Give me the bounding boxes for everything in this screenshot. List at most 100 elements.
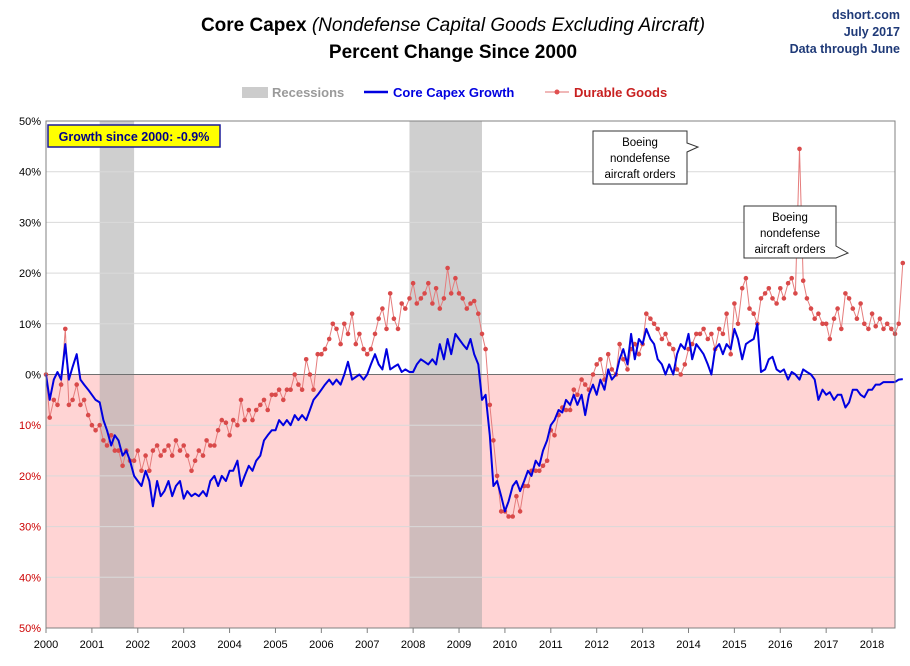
durable-goods-point xyxy=(663,331,668,337)
durable-goods-point xyxy=(135,448,141,453)
durable-goods-point xyxy=(674,367,680,372)
durable-goods-point xyxy=(701,326,706,332)
durable-goods-point xyxy=(567,407,573,413)
legend-durable-goods-label: Durable Goods xyxy=(574,85,667,100)
durable-goods-point xyxy=(342,321,347,327)
durable-goods-point xyxy=(873,324,878,329)
durable-goods-point xyxy=(793,291,798,296)
durable-goods-point xyxy=(116,448,121,453)
x-tick-label: 2018 xyxy=(860,639,884,651)
durable-goods-point xyxy=(778,286,783,291)
durable-goods-point xyxy=(671,346,676,352)
durable-goods-point xyxy=(785,280,791,286)
durable-goods-point xyxy=(162,448,167,453)
durable-goods-point xyxy=(441,296,447,301)
y-tick-label: 50% xyxy=(19,623,41,635)
legend-core-capex-label: Core Capex Growth xyxy=(393,85,514,100)
y-tick-label: 30% xyxy=(19,522,41,534)
legend-recessions-label: Recessions xyxy=(272,85,344,100)
durable-goods-point xyxy=(456,291,462,296)
durable-goods-point xyxy=(399,301,405,306)
durable-goods-point xyxy=(112,448,118,453)
growth-highlight-box: Growth since 2000: -0.9% xyxy=(47,124,221,148)
durable-goods-point xyxy=(823,321,829,327)
source-site: dshort.com xyxy=(832,8,900,22)
durable-goods-point xyxy=(131,458,137,464)
durable-goods-point xyxy=(345,331,351,337)
durable-goods-point xyxy=(212,443,217,448)
durable-goods-point xyxy=(514,493,519,499)
durable-goods-point xyxy=(391,316,397,322)
durable-goods-point xyxy=(694,331,699,337)
durable-goods-point xyxy=(705,336,711,342)
source-date: July 2017 xyxy=(844,25,900,39)
durable-goods-point xyxy=(544,458,550,464)
durable-goods-point xyxy=(189,468,194,474)
core-capex-line xyxy=(45,322,903,513)
durable-goods-point xyxy=(89,422,95,428)
durable-goods-point xyxy=(575,392,580,398)
durable-goods-point xyxy=(476,311,481,317)
durable-goods-point xyxy=(261,397,267,403)
durable-goods-point xyxy=(85,412,91,418)
durable-goods-point xyxy=(732,301,737,306)
durable-goods-point xyxy=(651,321,657,327)
durable-goods-point xyxy=(881,326,886,332)
durable-goods-point xyxy=(552,433,557,438)
series-layer xyxy=(43,146,906,519)
durable-goods-point xyxy=(820,321,825,327)
durable-goods-point xyxy=(330,321,336,327)
durable-goods-point xyxy=(380,306,385,311)
durable-goods-point xyxy=(869,311,875,317)
durable-goods-point xyxy=(678,372,683,377)
x-tick-label: 2015 xyxy=(722,639,746,651)
durable-goods-point xyxy=(743,275,749,281)
durable-goods-point xyxy=(697,331,703,337)
durable-goods-point xyxy=(276,387,282,393)
durable-goods-point xyxy=(517,509,523,514)
durable-goods-point xyxy=(120,463,125,469)
chart-title: Core Capex (Nondefense Capital Goods Exc… xyxy=(201,15,705,36)
durable-goods-point xyxy=(866,326,871,332)
durable-goods-point xyxy=(889,326,894,332)
durable-goods-point xyxy=(625,367,630,372)
x-tick-label: 2013 xyxy=(630,639,654,651)
x-tick-label: 2011 xyxy=(539,639,563,651)
durable-goods-point xyxy=(368,346,374,352)
durable-goods-point xyxy=(104,443,110,448)
durable-goods-point xyxy=(533,468,538,474)
annotation-boeing-2017: Boeing nondefense aircraft orders xyxy=(743,205,850,259)
durable-goods-point xyxy=(269,392,275,398)
axes: 50% 40% 30% 20% 10% 0% 10% 20% 30% 40% 50% 2000 2001… xyxy=(19,116,896,651)
durable-goods-point xyxy=(510,514,515,519)
y-tick-label: 40% xyxy=(19,572,41,584)
x-tick-label: 2001 xyxy=(80,639,104,651)
growth-highlight-label: Growth since 2000: -0.9% xyxy=(59,130,210,144)
durable-goods-point xyxy=(453,275,458,281)
durable-goods-point xyxy=(426,280,431,286)
annotation-line: aircraft orders xyxy=(755,244,826,256)
durable-goods-point xyxy=(334,326,339,332)
durable-goods-point xyxy=(55,402,60,408)
durable-goods-point xyxy=(471,298,477,304)
durable-goods-point xyxy=(51,397,57,403)
durable-goods-point xyxy=(605,351,611,357)
durable-goods-point xyxy=(621,357,626,362)
durable-goods-point xyxy=(281,397,286,403)
durable-goods-point xyxy=(854,316,860,322)
y-tick-label: 40% xyxy=(19,167,41,179)
durable-goods-point xyxy=(376,316,382,322)
durable-goods-point xyxy=(58,382,64,387)
durable-goods-point xyxy=(487,402,493,408)
durable-goods-point xyxy=(770,296,775,301)
durable-goods-point xyxy=(479,331,485,337)
durable-goods-point xyxy=(804,296,810,301)
durable-goods-point xyxy=(598,357,603,362)
x-tick-label: 2012 xyxy=(584,639,608,651)
plot-frame xyxy=(45,120,896,629)
x-tick-label: 2000 xyxy=(34,639,58,651)
durable-goods-point xyxy=(537,468,542,474)
durable-goods-point xyxy=(139,468,144,474)
